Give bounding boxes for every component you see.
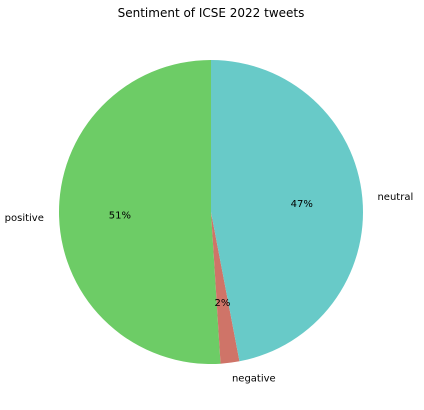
pie-slice-negative — [211, 212, 240, 364]
slice-label-positive: positive — [5, 213, 44, 224]
pie-labels: positive 51% negative 2% neutral 47% — [5, 192, 414, 385]
pie-slice-neutral — [211, 59, 363, 362]
slice-pct-neutral: 47% — [291, 199, 313, 210]
pie-slices — [58, 59, 363, 364]
slice-label-negative: negative — [232, 373, 276, 384]
chart-title: Sentiment of ICSE 2022 tweets — [118, 6, 305, 20]
slice-pct-positive: 51% — [109, 210, 131, 221]
pie-slice-positive — [58, 60, 221, 364]
slice-label-neutral: neutral — [377, 192, 413, 203]
slice-pct-negative: 2% — [214, 298, 230, 309]
